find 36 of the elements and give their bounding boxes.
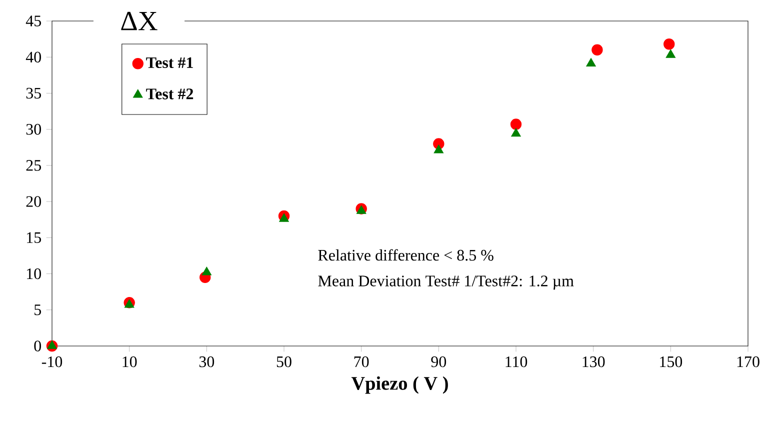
point [434, 144, 444, 154]
y-tick-label: 0 [34, 340, 41, 352]
x-tick-label: 70 [354, 356, 369, 368]
point [586, 58, 596, 67]
x-tick-label: 90 [431, 356, 446, 368]
point [664, 38, 675, 50]
point [592, 44, 603, 56]
x-tick-label: 30 [199, 356, 214, 368]
x-axis-title: Vpiezo ( V ) [351, 376, 448, 394]
y-tick-label: 45 [26, 16, 41, 26]
y-tick-label: 30 [26, 124, 41, 135]
x-tick-label: 50 [276, 356, 292, 368]
y-axis-title: ΔX [121, 12, 158, 30]
point [510, 118, 522, 130]
y-tick-label: 40 [26, 52, 41, 62]
annotation: Mean Deviation Test# 1/Test#2: 1.2 µm [318, 276, 574, 290]
point [47, 340, 57, 349]
point [279, 213, 289, 222]
y-tick-label: 10 [27, 268, 41, 280]
x-tick-label: 170 [737, 356, 760, 368]
y-tick-label: 25 [26, 160, 41, 171]
y-tick-label: 15 [27, 232, 41, 244]
x-tick-label: 110 [506, 356, 528, 368]
legend-label: Test #2 [146, 88, 194, 100]
legend-label: Test #1 [146, 57, 193, 68]
annotation: Relative difference < 8.5 % [318, 249, 494, 261]
x-tick-label: -10 [42, 356, 62, 368]
point [666, 49, 676, 58]
x-tick-label: 130 [582, 356, 605, 368]
x-tick-label: 150 [660, 356, 682, 368]
y-tick-label: 35 [26, 88, 41, 99]
x-tick-label: 10 [122, 356, 137, 368]
point [202, 266, 212, 276]
y-tick-label: 5 [34, 304, 41, 316]
y-tick-label: 20 [26, 196, 41, 207]
point [511, 128, 521, 137]
